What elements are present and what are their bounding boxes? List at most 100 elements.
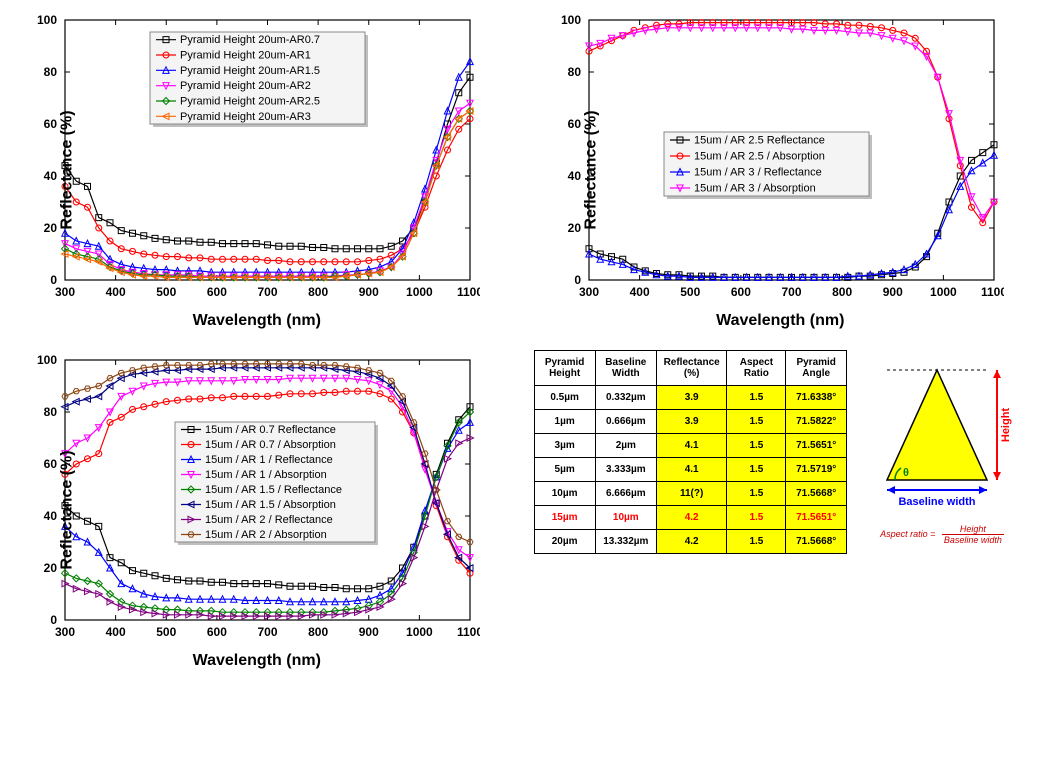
table-cell: 0.332µm: [595, 386, 656, 410]
table-header: Baseline Width: [595, 351, 656, 386]
formula-den: Baseline width: [942, 535, 1004, 545]
table-cell: 3.9: [656, 410, 727, 434]
svg-text:80: 80: [567, 65, 581, 79]
svg-text:40: 40: [44, 509, 58, 523]
svg-text:400: 400: [629, 285, 649, 299]
table-cell: 15µm: [534, 506, 595, 530]
svg-text:40: 40: [44, 169, 58, 183]
svg-text:15um / AR 2.5 / Absorption: 15um / AR 2.5 / Absorption: [694, 151, 825, 163]
table-cell: 71.5668°: [786, 530, 847, 554]
table-cell: 5µm: [534, 458, 595, 482]
svg-text:0: 0: [50, 273, 57, 287]
svg-text:Pyramid Height 20um-AR1.5: Pyramid Height 20um-AR1.5: [180, 65, 320, 77]
svg-text:100: 100: [37, 353, 57, 367]
svg-text:60: 60: [567, 117, 581, 131]
formula-label: Aspect ratio =: [880, 529, 935, 539]
svg-text:Pyramid Height 20um-AR1: Pyramid Height 20um-AR1: [180, 50, 311, 62]
table-cell: 71.5651°: [786, 506, 847, 530]
table-cell: 4.2: [656, 530, 727, 554]
chart-b: Reflectance (%) 300400500600700800900100…: [534, 10, 1028, 330]
ylabel-a: Reflectance (%): [59, 110, 77, 229]
svg-text:500: 500: [156, 625, 176, 639]
svg-text:15um / AR 0.7 Reflectance: 15um / AR 0.7 Reflectance: [205, 424, 336, 436]
table-row: 3µm2µm4.11.571.5651°: [534, 434, 847, 458]
table-cell: 1.5: [727, 386, 786, 410]
svg-text:800: 800: [832, 285, 852, 299]
table-header: Aspect Ratio: [727, 351, 786, 386]
svg-text:15um / AR 2 / Absorption: 15um / AR 2 / Absorption: [205, 529, 327, 541]
ylabel-b: Reflectance (%): [582, 110, 600, 229]
table-cell: 1.5: [727, 458, 786, 482]
svg-text:900: 900: [882, 285, 902, 299]
table-header: Pyramid Angle: [786, 351, 847, 386]
svg-text:300: 300: [578, 285, 598, 299]
svg-text:1100: 1100: [457, 625, 480, 639]
svg-text:Pyramid Height 20um-AR3: Pyramid Height 20um-AR3: [180, 111, 311, 123]
svg-text:Pyramid Height 20um-AR2: Pyramid Height 20um-AR2: [180, 80, 311, 92]
table-cell: 10µm: [534, 482, 595, 506]
xlabel-b: Wavelength (nm): [534, 312, 1028, 330]
svg-text:Height: Height: [1000, 408, 1012, 443]
table-cell: 4.1: [656, 434, 727, 458]
table-cell: 6.666µm: [595, 482, 656, 506]
svg-text:300: 300: [55, 285, 75, 299]
svg-text:700: 700: [257, 625, 277, 639]
chart-b-svg: 3004005006007008009001000110002040608010…: [534, 10, 1004, 310]
pyramid-diagram: θ Height Baseline width Aspect ratio = Hei…: [857, 350, 1027, 545]
table-row: 0.5µm0.332µm3.91.571.6338°: [534, 386, 847, 410]
svg-text:Baseline width: Baseline width: [898, 496, 975, 508]
table-panel: Pyramid HeightBaseline WidthReflectance …: [534, 350, 1028, 670]
table-cell: 0.5µm: [534, 386, 595, 410]
chart-c: Reflectance (%) 300400500600700800900100…: [10, 350, 504, 670]
table-cell: 71.5651°: [786, 434, 847, 458]
table-cell: 71.5822°: [786, 410, 847, 434]
table-cell: 4.2: [656, 506, 727, 530]
svg-text:40: 40: [567, 169, 581, 183]
svg-text:1100: 1100: [980, 285, 1003, 299]
svg-text:15um / AR 1 / Absorption: 15um / AR 1 / Absorption: [205, 469, 327, 481]
svg-text:0: 0: [50, 613, 57, 627]
chart-a: Reflectance (%) 300400500600700800900100…: [10, 10, 504, 330]
svg-text:0: 0: [574, 273, 581, 287]
table-cell: 4.1: [656, 458, 727, 482]
diagram-svg: θ Height Baseline width: [857, 350, 1027, 520]
svg-text:1000: 1000: [406, 285, 433, 299]
table-row: 15µm10µm4.21.571.5651°: [534, 506, 847, 530]
svg-text:400: 400: [106, 625, 126, 639]
table-cell: 3.9: [656, 386, 727, 410]
svg-text:600: 600: [730, 285, 750, 299]
table-cell: 1.5: [727, 482, 786, 506]
table-header: Pyramid Height: [534, 351, 595, 386]
table-header: Reflectance (%): [656, 351, 727, 386]
svg-text:15um / AR 1.5 / Absorption: 15um / AR 1.5 / Absorption: [205, 499, 336, 511]
svg-text:20: 20: [44, 221, 58, 235]
svg-text:15um / AR 3 / Absorption: 15um / AR 3 / Absorption: [694, 183, 816, 195]
svg-text:15um / AR 0.7 / Absorption: 15um / AR 0.7 / Absorption: [205, 439, 336, 451]
pyramid-table: Pyramid HeightBaseline WidthReflectance …: [534, 350, 848, 554]
aspect-ratio-formula: Aspect ratio = Height Baseline width: [857, 524, 1027, 545]
svg-text:Pyramid Height 20um-AR0.7: Pyramid Height 20um-AR0.7: [180, 34, 320, 46]
svg-text:15um / AR 1 / Reflectance: 15um / AR 1 / Reflectance: [205, 454, 333, 466]
table-row: 1µm0.666µm3.91.571.5822°: [534, 410, 847, 434]
table-cell: 3µm: [534, 434, 595, 458]
svg-text:Pyramid Height 20um-AR2.5: Pyramid Height 20um-AR2.5: [180, 96, 320, 108]
chart-a-svg: 3004005006007008009001000110002040608010…: [10, 10, 480, 310]
svg-text:1000: 1000: [406, 625, 433, 639]
svg-text:900: 900: [359, 285, 379, 299]
svg-text:500: 500: [156, 285, 176, 299]
svg-text:1100: 1100: [457, 285, 480, 299]
svg-text:900: 900: [359, 625, 379, 639]
table-cell: 0.666µm: [595, 410, 656, 434]
svg-text:θ: θ: [903, 467, 909, 479]
ylabel-c: Reflectance (%): [59, 450, 77, 569]
svg-text:60: 60: [44, 117, 58, 131]
svg-text:700: 700: [781, 285, 801, 299]
svg-text:60: 60: [44, 457, 58, 471]
svg-text:1000: 1000: [930, 285, 957, 299]
table-cell: 1.5: [727, 506, 786, 530]
table-cell: 13.332µm: [595, 530, 656, 554]
svg-text:300: 300: [55, 625, 75, 639]
table-row: 10µm6.666µm11(?)1.571.5668°: [534, 482, 847, 506]
svg-text:800: 800: [308, 285, 328, 299]
table-cell: 11(?): [656, 482, 727, 506]
